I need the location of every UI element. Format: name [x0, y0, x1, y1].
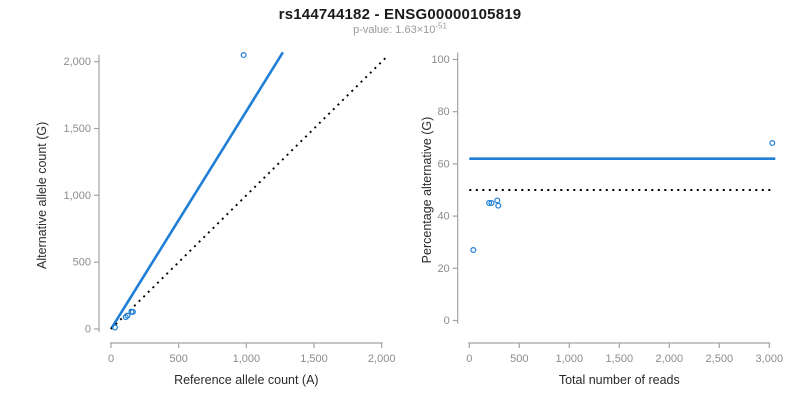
x-axis-title: Reference allele count (A): [174, 373, 319, 387]
data-point: [494, 197, 501, 204]
data-point: [495, 202, 502, 209]
y-tick-label: 60: [437, 158, 449, 170]
y-tick-label: 1,000: [63, 190, 91, 202]
data-point: [488, 200, 495, 207]
x-tick-label: 2,000: [656, 353, 684, 365]
figure-subtitle: p-value: 1.63×10-51: [0, 21, 800, 36]
p-value-base: 1.63×10: [395, 24, 436, 36]
y-tick-label: 1,500: [63, 123, 91, 135]
x-tick-label: 0: [108, 353, 114, 365]
x-tick-label: 2,000: [368, 353, 396, 365]
x-tick-label: 3,000: [756, 353, 784, 365]
data-point: [111, 324, 118, 331]
y-tick-label: 0: [444, 315, 450, 327]
x-tick-label: 0: [466, 353, 472, 365]
data-point: [470, 247, 477, 254]
y-tick-label: 20: [437, 263, 449, 275]
y-axis-title: Percentage alternative (G): [420, 117, 434, 264]
y-tick-label: 80: [437, 106, 449, 118]
data-point: [769, 140, 776, 147]
x-tick-label: 500: [510, 353, 528, 365]
x-tick-label: 1,000: [233, 353, 261, 365]
y-axis-title: Alternative allele count (G): [35, 122, 49, 269]
y-tick-label: 100: [431, 54, 449, 66]
data-point: [129, 308, 136, 315]
x-tick-label: 1,500: [606, 353, 634, 365]
p-value-label: p-value:: [353, 24, 396, 36]
x-tick-label: 1,000: [556, 353, 584, 365]
fit-line: [109, 51, 284, 330]
y-tick-label: 2,000: [63, 56, 91, 68]
y-tick-label: 0: [85, 324, 91, 336]
y-tick-label: 500: [73, 257, 91, 269]
data-point: [240, 52, 247, 59]
identity-line: [110, 54, 390, 330]
figure-title: rs144744182 - ENSG00000105819: [278, 6, 522, 23]
percentage-alternative-scatter: 0 20 40 60 80 100 0 500 1,000 1,500 2,000 2,500 3,00…: [420, 52, 784, 387]
x-tick-label: 500: [169, 353, 187, 365]
y-tick-label: 40: [437, 211, 449, 223]
allele-count-scatter: 0 500 1,000 1,500 2,000 0 500 1,000 1,500 2,000 Re…: [35, 51, 396, 387]
x-tick-label: 1,500: [300, 353, 328, 365]
x-tick-label: 2,500: [706, 353, 734, 365]
data-point: [124, 312, 131, 319]
x-axis-title: Total number of reads: [559, 373, 680, 387]
p-value-exponent: -51: [435, 21, 447, 31]
data-point: [486, 200, 493, 207]
